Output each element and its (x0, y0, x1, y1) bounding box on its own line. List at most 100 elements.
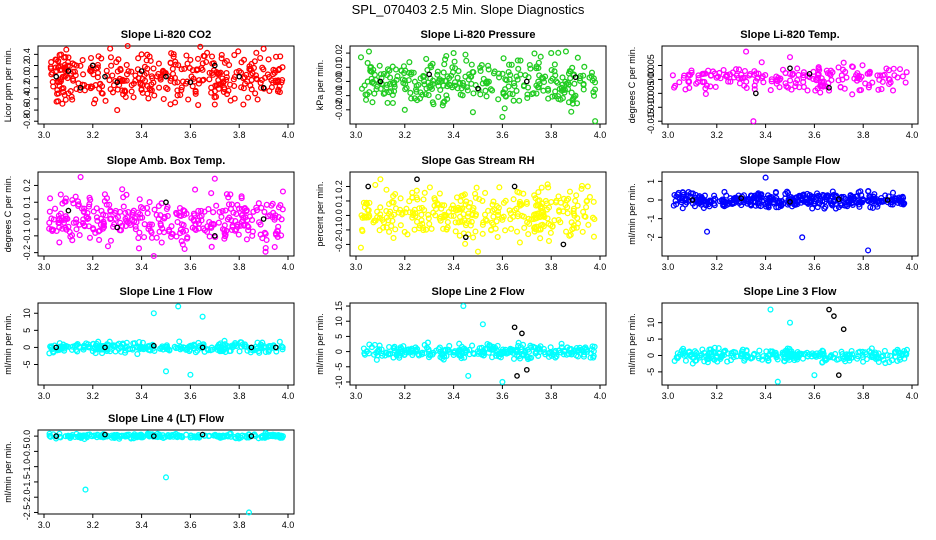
data-point (192, 87, 199, 95)
data-point (276, 432, 283, 439)
data-point (586, 74, 593, 81)
data-point (167, 101, 174, 108)
data-point (88, 68, 95, 75)
data-point (880, 356, 887, 363)
data-point (800, 83, 807, 91)
data-point (254, 345, 261, 352)
data-point (514, 228, 521, 235)
data-point (68, 232, 76, 239)
x-tick-label: 3.6 (808, 391, 821, 401)
data-point (758, 194, 765, 201)
chart-panel: Slope Amb. Box Temp. degrees C per min. 3.… (3, 155, 295, 272)
data-point (590, 348, 597, 355)
data-point (743, 196, 750, 203)
data-point (53, 68, 60, 75)
data-point (371, 217, 378, 224)
x-tick-label: 3.8 (545, 130, 558, 140)
data-point (397, 195, 404, 202)
data-point (470, 90, 477, 97)
data-point (421, 206, 428, 214)
chart-title: Slope Line 4 (LT) Flow (108, 413, 224, 425)
data-point (510, 80, 517, 87)
data-point (724, 358, 731, 365)
data-point (884, 352, 891, 359)
data-point (222, 207, 229, 214)
data-point (462, 346, 469, 354)
data-point (879, 78, 886, 85)
x-tick-label: 3.0 (662, 391, 675, 401)
data-point (65, 223, 72, 230)
y-axis-label: ml/min per min. (627, 313, 637, 375)
y-tick-label: 0.4 (22, 48, 32, 61)
y-tick-label: 0.0 (22, 213, 32, 226)
data-point (153, 234, 160, 241)
data-point (893, 349, 900, 356)
overlay-point (519, 330, 525, 337)
data-point (520, 190, 527, 197)
data-point (505, 69, 512, 76)
data-point (570, 95, 577, 102)
data-point (99, 344, 106, 351)
data-point (469, 342, 476, 349)
data-point (223, 227, 230, 234)
chart-panel: Slope Sample Flow ml/min per min. 3.0 3.2 3.… (627, 155, 919, 272)
data-point (413, 88, 420, 95)
data-point (504, 348, 511, 355)
data-point (128, 88, 135, 95)
data-point (573, 224, 580, 231)
data-point (563, 228, 570, 235)
data-point (251, 58, 258, 65)
data-point (372, 181, 379, 188)
data-point (440, 99, 447, 106)
data-point (208, 53, 216, 60)
data-point (431, 202, 438, 209)
data-point (786, 319, 794, 326)
data-point (257, 221, 264, 228)
data-point (520, 213, 527, 220)
data-point (804, 349, 811, 356)
data-point (482, 189, 489, 197)
data-point (857, 188, 864, 195)
data-point (680, 74, 687, 81)
data-point (148, 73, 155, 80)
data-point (485, 78, 492, 85)
data-point (468, 61, 475, 68)
data-point (793, 195, 800, 202)
data-point (380, 224, 387, 231)
data-point (479, 197, 486, 204)
data-point (125, 68, 132, 75)
data-point (217, 69, 224, 76)
overlay-point (414, 176, 420, 183)
plot-frame (37, 302, 295, 386)
data-point (507, 216, 514, 223)
data-point (535, 59, 542, 66)
x-tick-label: 3.4 (135, 130, 148, 140)
data-point (191, 212, 198, 219)
data-point (442, 56, 449, 63)
data-point (98, 207, 105, 214)
data-point (808, 195, 815, 202)
data-point (217, 434, 224, 441)
data-point (431, 196, 439, 203)
y-tick-label: 0.1 (334, 195, 344, 208)
data-point (578, 185, 585, 192)
y-tick-label: 0.0 (22, 70, 32, 83)
data-point (175, 303, 182, 310)
data-point (411, 78, 418, 85)
x-tick-label: 3.0 (350, 130, 363, 140)
data-point (683, 199, 690, 206)
data-point (516, 239, 523, 246)
data-point (874, 198, 881, 205)
y-tick-label: -0.2 (22, 80, 32, 96)
data-point (148, 81, 155, 88)
data-point (429, 77, 437, 84)
data-point (901, 355, 908, 362)
data-point (49, 227, 56, 235)
data-point (262, 348, 269, 356)
data-point (724, 350, 731, 357)
data-point (56, 239, 63, 246)
data-point (743, 347, 750, 355)
data-point (702, 70, 709, 77)
data-point (181, 65, 188, 72)
data-point (706, 197, 713, 204)
